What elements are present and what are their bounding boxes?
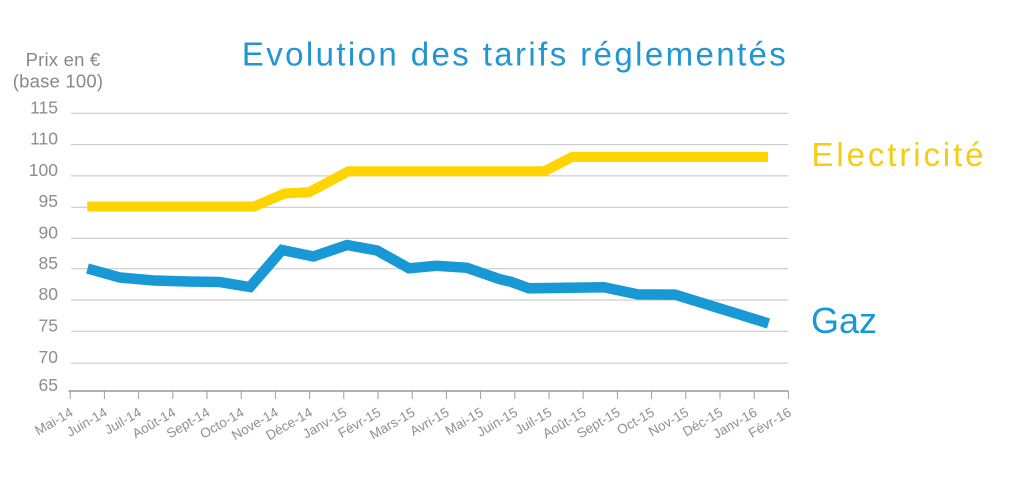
svg-text:Gaz: Gaz [811, 300, 877, 341]
svg-text:(base 100): (base 100) [13, 70, 103, 91]
svg-text:Evolution des tarifs réglement: Evolution des tarifs réglementés [242, 35, 788, 72]
svg-text:Prix en €: Prix en € [26, 49, 101, 70]
svg-text:70: 70 [39, 347, 59, 367]
svg-text:85: 85 [39, 253, 58, 273]
svg-text:95: 95 [39, 191, 58, 211]
svg-text:110: 110 [30, 129, 58, 149]
svg-text:75: 75 [39, 315, 58, 335]
svg-text:65: 65 [39, 375, 58, 395]
svg-text:80: 80 [39, 284, 59, 304]
svg-text:115: 115 [30, 97, 58, 117]
svg-text:90: 90 [39, 222, 59, 242]
svg-text:100: 100 [29, 160, 58, 180]
svg-text:Electricité: Electricité [812, 136, 987, 173]
